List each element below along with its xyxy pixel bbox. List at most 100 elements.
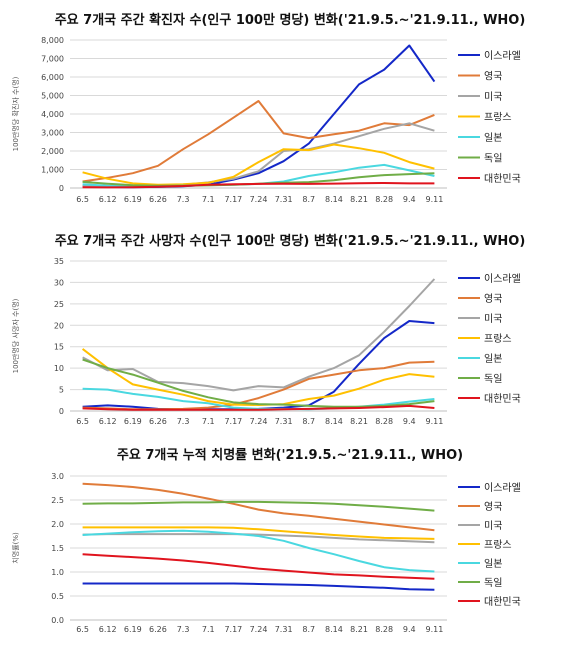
y-tick-label: 35 [54, 257, 64, 266]
x-tick-label: 9.4 [403, 417, 416, 426]
legend-label: 프랑스 [484, 333, 512, 345]
x-tick-label: 9.11 [426, 195, 444, 204]
x-tick-label: 7.31 [275, 625, 293, 634]
legend-label: 미국 [484, 313, 502, 325]
legend-label: 이스라엘 [484, 272, 521, 285]
x-tick-label: 8.14 [325, 625, 343, 634]
legend-label: 독일 [484, 153, 502, 165]
legend-label: 영국 [484, 501, 502, 513]
series-line-4 [82, 143, 435, 186]
y-tick-label: 2,000 [41, 147, 64, 156]
legend-label: 일본 [484, 132, 502, 144]
series-line-4 [81, 348, 435, 406]
y-tick-label: 8,000 [41, 36, 64, 45]
x-tick-label: 7.3 [177, 417, 190, 426]
legend-label: 미국 [484, 520, 502, 532]
x-tick-label: 8.7 [302, 195, 315, 204]
series-line-7 [82, 404, 435, 411]
chart-3: 주요 7개국 누적 치명률 변화('21.9.5.~'21.9.11., WHO… [11, 447, 521, 634]
y-tick-label: 1.5 [51, 544, 64, 553]
x-tick-label: 8.7 [302, 417, 315, 426]
chart-title: 주요 7개국 누적 치명률 변화('21.9.5.~'21.9.11., WHO… [117, 447, 463, 463]
x-tick-label: 6.26 [149, 195, 167, 204]
x-tick-label: 7.3 [177, 625, 190, 634]
y-tick-label: 20 [54, 321, 64, 330]
x-tick-label: 6.19 [124, 195, 142, 204]
y-tick-label: 6,000 [41, 73, 64, 82]
x-tick-label: 9.11 [426, 417, 444, 426]
legend-label: 일본 [484, 353, 502, 365]
y-axis-title: 치명률(%) [11, 532, 20, 564]
chart-1: 주요 7개국 주간 확진자 수(인구 100만 명당) 변화('21.9.5.~… [11, 12, 525, 204]
y-tick-label: 1,000 [41, 166, 64, 175]
chart-title: 주요 7개국 주간 확진자 수(인구 100만 명당) 변화('21.9.5.~… [55, 12, 526, 28]
x-tick-label: 8.28 [375, 417, 393, 426]
legend-label: 프랑스 [484, 112, 512, 124]
series-line-6 [82, 358, 435, 408]
x-tick-label: 7.24 [250, 195, 268, 204]
x-tick-label: 7.24 [250, 417, 268, 426]
x-tick-label: 6.12 [99, 195, 117, 204]
legend-label: 영국 [484, 293, 502, 305]
y-tick-label: 3,000 [41, 129, 64, 138]
y-tick-label: 3.0 [51, 472, 64, 481]
x-tick-label: 6.5 [76, 417, 89, 426]
x-tick-label: 8.14 [325, 417, 343, 426]
y-tick-label: 2.0 [51, 520, 64, 529]
legend-label: 독일 [484, 373, 502, 385]
series-line-5 [82, 529, 435, 573]
x-tick-label: 7.17 [224, 195, 242, 204]
x-tick-label: 9.4 [403, 625, 416, 634]
x-tick-label: 6.5 [76, 195, 89, 204]
series-line-7 [82, 182, 435, 189]
y-tick-label: 4,000 [41, 110, 64, 119]
x-tick-label: 7.31 [275, 195, 293, 204]
x-tick-label: 7.17 [224, 625, 242, 634]
series-line-3 [82, 533, 435, 544]
y-tick-label: 0 [59, 184, 64, 193]
x-tick-label: 8.21 [350, 625, 368, 634]
x-tick-label: 6.19 [124, 625, 142, 634]
series-line-2 [82, 482, 435, 532]
y-tick-label: 2.5 [51, 496, 64, 505]
y-tick-label: 5,000 [41, 92, 64, 101]
y-axis-title: 100만명당 확진자 수(명) [11, 76, 20, 151]
x-tick-label: 6.12 [99, 417, 117, 426]
y-tick-label: 1.0 [51, 568, 64, 577]
x-tick-label: 8.28 [375, 195, 393, 204]
x-tick-label: 7.1 [202, 195, 215, 204]
x-tick-label: 6.19 [124, 417, 142, 426]
legend-label: 프랑스 [484, 539, 512, 551]
x-tick-label: 6.5 [76, 625, 89, 634]
y-tick-label: 30 [54, 278, 64, 287]
legend-label: 이스라엘 [484, 49, 521, 62]
legend-label: 대한민국 [484, 173, 521, 185]
x-tick-label: 6.12 [99, 625, 117, 634]
legend-label: 독일 [484, 577, 502, 589]
x-tick-label: 8.14 [325, 195, 343, 204]
y-tick-label: 10 [54, 364, 64, 373]
legend-label: 대한민국 [484, 393, 521, 405]
x-tick-label: 8.21 [350, 195, 368, 204]
y-tick-label: 25 [54, 300, 64, 309]
series-line-1 [82, 582, 435, 591]
y-tick-label: 0 [59, 407, 64, 416]
legend-label: 미국 [484, 91, 502, 103]
legend-label: 일본 [484, 558, 502, 570]
x-tick-label: 6.26 [149, 417, 167, 426]
legend-label: 영국 [484, 71, 502, 83]
series-line-7 [82, 553, 435, 580]
x-tick-label: 7.1 [202, 417, 215, 426]
x-tick-label: 9.11 [426, 625, 444, 634]
legend-label: 대한민국 [484, 596, 521, 608]
y-tick-label: 5 [59, 386, 64, 395]
x-tick-label: 7.31 [275, 417, 293, 426]
y-tick-label: 0.5 [51, 592, 64, 601]
x-tick-label: 6.26 [149, 625, 167, 634]
x-tick-label: 8.21 [350, 417, 368, 426]
series-line-2 [82, 100, 435, 183]
